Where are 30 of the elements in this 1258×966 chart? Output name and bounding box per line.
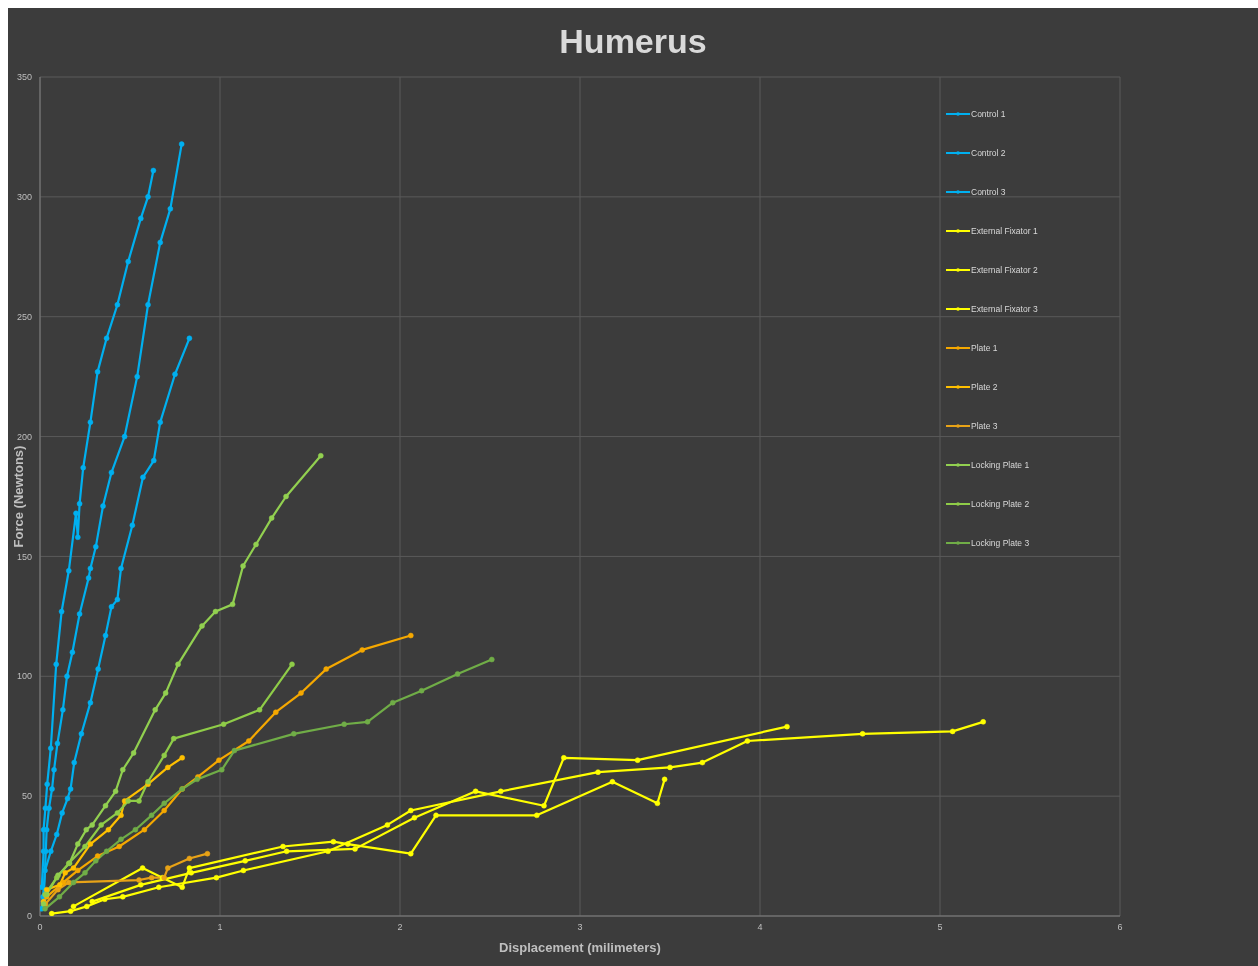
y-tick-label: 0 xyxy=(26,911,32,922)
legend-label: Control 1 xyxy=(971,108,1006,119)
y-tick-label: 50 xyxy=(21,791,32,802)
y-tick-label: 250 xyxy=(16,311,32,322)
y-tick-label: 150 xyxy=(16,551,32,562)
y-tick-label: 100 xyxy=(16,671,32,682)
x-tick-label: 1 xyxy=(217,922,223,933)
y-axis-title: Force (Newtons) xyxy=(10,445,26,548)
legend-label: Plate 3 xyxy=(971,420,998,431)
y-tick-label: 350 xyxy=(16,72,32,83)
legend-label: External Fixator 2 xyxy=(971,264,1038,275)
legend-label: External Fixator 3 xyxy=(971,303,1038,314)
x-tick-label: 2 xyxy=(397,922,403,933)
legend-label: Control 3 xyxy=(971,186,1006,197)
y-tick-label: 200 xyxy=(16,431,32,442)
x-tick-label: 0 xyxy=(37,922,43,933)
legend-label: Control 2 xyxy=(971,147,1006,158)
legend-label: Locking Plate 3 xyxy=(971,537,1030,548)
legend-label: External Fixator 1 xyxy=(971,225,1038,236)
y-tick-label: 300 xyxy=(16,192,32,203)
legend-label: Locking Plate 2 xyxy=(971,498,1030,509)
x-tick-label: 3 xyxy=(577,922,583,933)
x-tick-label: 4 xyxy=(757,922,763,933)
x-axis-title: Displacement (milimeters) xyxy=(499,940,661,955)
legend-label: Locking Plate 1 xyxy=(971,459,1030,470)
legend-label: Plate 1 xyxy=(971,342,998,353)
x-tick-label: 5 xyxy=(937,922,943,933)
x-tick-label: 6 xyxy=(1117,922,1123,933)
legend-label: Plate 2 xyxy=(971,381,998,392)
chart-title: Humerus xyxy=(558,22,708,61)
